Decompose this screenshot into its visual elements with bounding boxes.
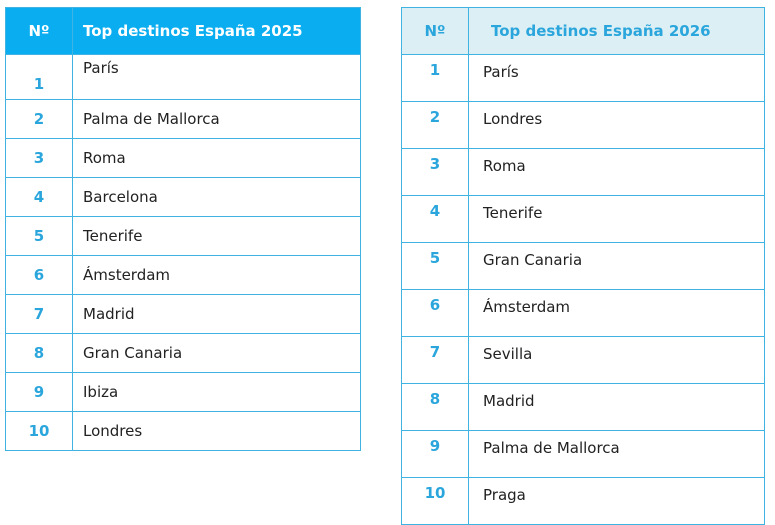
rank-cell: 8 <box>401 383 469 431</box>
rank-cell: 1 <box>5 54 73 100</box>
table-row: 10 Praga <box>401 477 765 525</box>
table-row: 9 Palma de Mallorca <box>401 430 765 478</box>
rank-cell: 9 <box>401 430 469 478</box>
destination-cell: Barcelona <box>72 177 361 217</box>
destination-cell: Tenerife <box>72 216 361 256</box>
rank-cell: 7 <box>5 294 73 334</box>
destination-cell: Ibiza <box>72 372 361 412</box>
destination-cell: Gran Canaria <box>72 333 361 373</box>
destination-cell: Madrid <box>468 383 765 431</box>
rank-cell: 2 <box>5 99 73 139</box>
table-row: 9 Ibiza <box>5 372 361 412</box>
destination-cell: Palma de Mallorca <box>72 99 361 139</box>
table-row: 6 Ámsterdam <box>401 289 765 337</box>
rank-cell: 5 <box>5 216 73 256</box>
destination-cell: Londres <box>72 411 361 451</box>
destination-cell: Roma <box>468 148 765 196</box>
table-header: Nº Top destinos España 2026 <box>401 7 765 55</box>
header-number: Nº <box>5 7 73 55</box>
table-row: 8 Madrid <box>401 383 765 431</box>
rank-cell: 4 <box>401 195 469 243</box>
rank-cell: 10 <box>5 411 73 451</box>
rank-cell: 3 <box>401 148 469 196</box>
table-row: 7 Sevilla <box>401 336 765 384</box>
table-row: 3 Roma <box>401 148 765 196</box>
destination-cell: Roma <box>72 138 361 178</box>
table-row: 5 Gran Canaria <box>401 242 765 290</box>
header-number: Nº <box>401 7 469 55</box>
rank-cell: 6 <box>401 289 469 337</box>
table-row: 7 Madrid <box>5 294 361 334</box>
destination-cell: Praga <box>468 477 765 525</box>
destination-cell: Palma de Mallorca <box>468 430 765 478</box>
rank-cell: 10 <box>401 477 469 525</box>
table-top-destinations-2025: Nº Top destinos España 2025 1 París 2 Palma… <box>5 7 361 451</box>
destination-cell: París <box>468 54 765 102</box>
table-row: 2 Londres <box>401 101 765 149</box>
table-row: 1 París <box>5 54 361 100</box>
table-row: 4 Tenerife <box>401 195 765 243</box>
rank-cell: 9 <box>5 372 73 412</box>
rank-cell: 8 <box>5 333 73 373</box>
table-row: 10 Londres <box>5 411 361 451</box>
table-top-destinations-2026: Nº Top destinos España 2026 1 París 2 Londr… <box>401 7 765 525</box>
table-row: 3 Roma <box>5 138 361 178</box>
table-header: Nº Top destinos España 2025 <box>5 7 361 55</box>
destination-cell: Ámsterdam <box>468 289 765 337</box>
destination-cell: Londres <box>468 101 765 149</box>
header-title: Top destinos España 2025 <box>72 7 361 55</box>
table-row: 5 Tenerife <box>5 216 361 256</box>
destination-cell: Gran Canaria <box>468 242 765 290</box>
rank-cell: 4 <box>5 177 73 217</box>
header-title: Top destinos España 2026 <box>468 7 765 55</box>
destination-cell: Ámsterdam <box>72 255 361 295</box>
destination-cell: Sevilla <box>468 336 765 384</box>
rank-cell: 6 <box>5 255 73 295</box>
table-row: 1 París <box>401 54 765 102</box>
destination-cell: París <box>72 54 361 100</box>
rank-cell: 5 <box>401 242 469 290</box>
rank-cell: 2 <box>401 101 469 149</box>
rank-cell: 7 <box>401 336 469 384</box>
rank-cell: 3 <box>5 138 73 178</box>
destination-cell: Tenerife <box>468 195 765 243</box>
rank-cell: 1 <box>401 54 469 102</box>
table-row: 6 Ámsterdam <box>5 255 361 295</box>
table-row: 2 Palma de Mallorca <box>5 99 361 139</box>
table-row: 4 Barcelona <box>5 177 361 217</box>
destination-cell: Madrid <box>72 294 361 334</box>
table-row: 8 Gran Canaria <box>5 333 361 373</box>
